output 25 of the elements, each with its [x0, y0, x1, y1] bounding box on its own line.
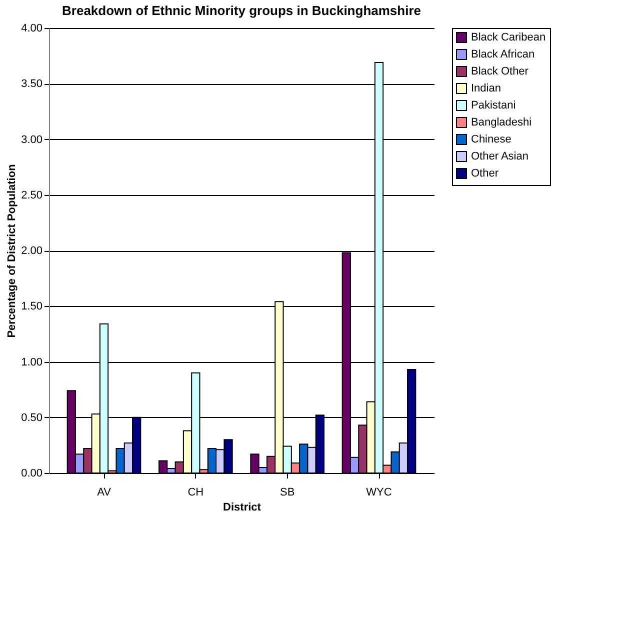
x-tick-label: CH	[188, 486, 204, 498]
x-axis-title: District	[223, 502, 262, 514]
y-axis-title: Percentage of District Population	[6, 164, 18, 338]
chart-title: Breakdown of Ethnic Minority groups in Buckinghamshire	[62, 3, 421, 18]
legend-label: Black Other	[471, 66, 529, 78]
legend-label: Bangladeshi	[471, 116, 532, 128]
x-tick-label: WYC	[366, 486, 392, 498]
y-tick-label: 3.50	[21, 78, 42, 90]
legend-label: Pakistani	[471, 100, 516, 112]
y-tick-label: 2.00	[21, 245, 42, 257]
y-tick-label: 1.50	[21, 300, 42, 313]
y-tick-label: 2.50	[21, 189, 42, 202]
x-tick-label: SB	[280, 486, 295, 498]
y-tick-label: 3.00	[21, 134, 42, 146]
legend-label: Indian	[471, 82, 501, 94]
y-tick-label: 4.00	[21, 22, 42, 34]
legend-label: Other Asian	[471, 150, 528, 162]
y-tick-label: 0.00	[21, 468, 42, 480]
legend-label: Black African	[471, 48, 535, 60]
y-tick-label: 0.50	[21, 412, 42, 424]
legend-label: Chinese	[471, 134, 512, 146]
legend-label: Black Caribean	[471, 32, 546, 44]
legend-label: Other	[471, 168, 499, 180]
x-tick-label: AV	[97, 486, 112, 498]
y-tick-label: 1.00	[21, 356, 42, 368]
